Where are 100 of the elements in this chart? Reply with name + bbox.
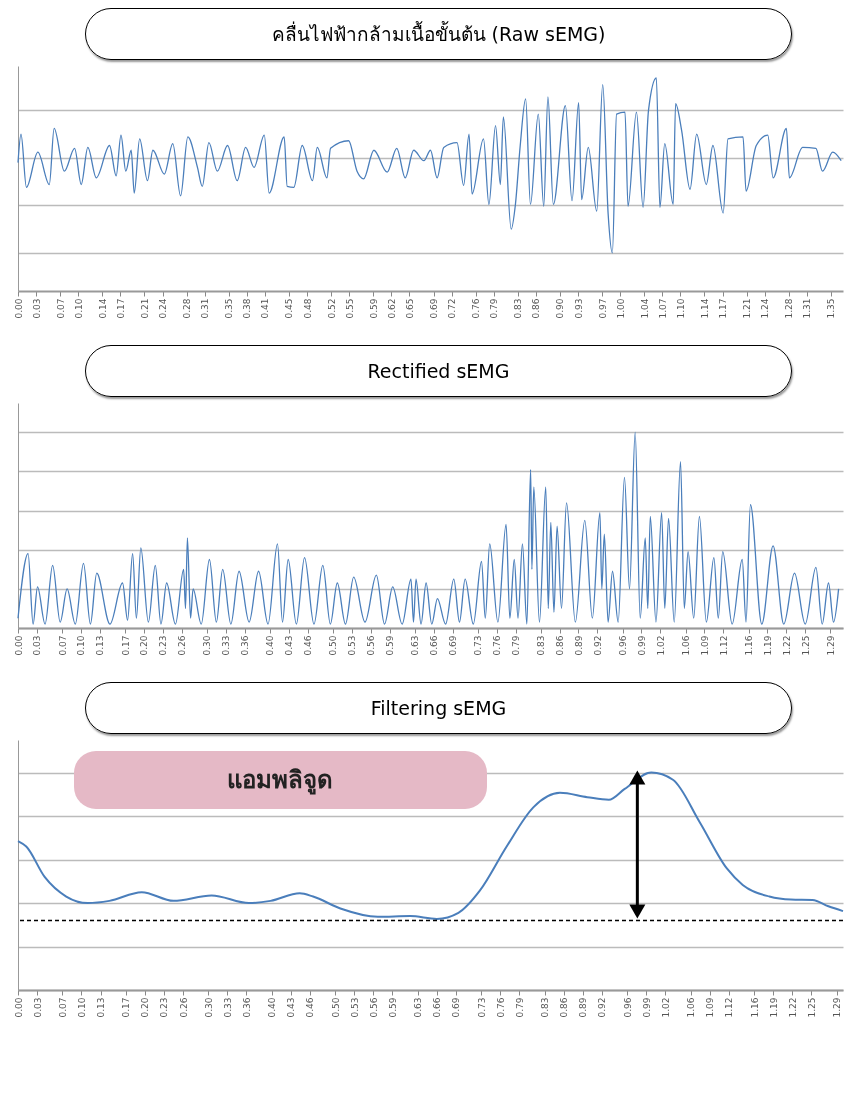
x-tick-label: 0.10 [76, 635, 87, 656]
x-tick-label: 0.69 [429, 298, 440, 319]
x-tick-label: 0.33 [222, 997, 233, 1018]
x-tick-label: 1.10 [675, 298, 686, 319]
x-tick-label: 0.66 [432, 997, 443, 1018]
x-tick-label: 1.02 [655, 635, 666, 656]
x-tick-label: 0.23 [159, 997, 170, 1018]
x-tick-label: 1.12 [724, 997, 735, 1018]
x-tick-label: 0.76 [495, 997, 506, 1018]
x-tick-label: 0.40 [265, 635, 276, 656]
x-tick-label: 0.07 [57, 635, 68, 656]
x-tick-label: 0.97 [597, 298, 608, 319]
x-tick-label: 1.24 [760, 298, 771, 319]
x-tick-label: 0.35 [224, 298, 235, 319]
x-tick-label: 0.17 [120, 635, 131, 656]
x-tick-label: 0.36 [240, 635, 251, 656]
x-tick-label: 0.52 [326, 298, 337, 319]
chart-title: คลื่นไฟฟ้ากล้ามเนื้อขั้นต้น (Raw sEMG) [85, 8, 792, 60]
x-tick-label: 0.10 [76, 997, 87, 1018]
x-tick-label: 1.12 [718, 635, 729, 656]
x-tick-label: 0.43 [284, 635, 295, 656]
x-tick-label: 0.07 [57, 997, 68, 1018]
x-tick-label: 1.06 [686, 997, 697, 1018]
x-tick-label: 0.59 [385, 635, 396, 656]
x-tick-label: 0.41 [260, 298, 271, 319]
x-tick-label: 0.46 [305, 997, 316, 1018]
x-tick-label: 0.13 [95, 635, 106, 656]
x-tick-label: 0.96 [618, 635, 629, 656]
x-tick-label: 0.28 [182, 298, 193, 319]
x-tick-label: 0.20 [139, 635, 150, 656]
x-tick-label: 0.86 [531, 298, 542, 319]
x-tick-label: 0.62 [386, 298, 397, 319]
x-tick-label: 0.65 [404, 298, 415, 319]
x-tick-label: 0.89 [578, 997, 589, 1018]
x-tick-label: 0.45 [284, 298, 295, 319]
x-tick-label: 0.10 [73, 298, 84, 319]
x-tick-label: 0.83 [536, 635, 547, 656]
x-tick-label: 0.90 [555, 298, 566, 319]
x-tick-label: 0.00 [13, 298, 24, 319]
x-tick-label: 1.19 [768, 997, 779, 1018]
x-tick-label: 0.31 [200, 298, 211, 319]
x-tick-label: 0.53 [349, 997, 360, 1018]
x-tick-label: 1.31 [802, 298, 813, 319]
x-tick-label: 0.26 [178, 997, 189, 1018]
chart-title: Filtering sEMG [85, 682, 792, 734]
x-tick-label: 0.73 [473, 635, 484, 656]
x-tick-label: 0.86 [559, 997, 570, 1018]
x-tick-label: 0.96 [622, 997, 633, 1018]
x-tick-label: 1.29 [832, 997, 843, 1018]
x-tick-label: 0.20 [140, 997, 151, 1018]
x-tick-label: 1.22 [787, 997, 798, 1018]
x-tick-label: 0.89 [574, 635, 584, 656]
x-tick-label: 0.79 [511, 635, 522, 656]
x-tick-label: 0.69 [448, 635, 459, 656]
x-tick-label: 0.03 [32, 635, 43, 656]
x-tick-label: 1.25 [806, 997, 817, 1018]
x-tick-label: 1.04 [639, 298, 650, 319]
x-tick-label: 0.43 [286, 997, 297, 1018]
x-tick-label: 1.16 [749, 997, 760, 1018]
x-tick-label: 0.40 [267, 997, 278, 1018]
x-tick-label: 0.99 [636, 635, 647, 656]
x-tick-label: 0.56 [366, 635, 377, 656]
x-tick-label: 1.14 [700, 298, 710, 319]
x-tick-label: 1.02 [660, 997, 671, 1018]
x-tick-label: 1.25 [800, 635, 811, 656]
x-tick-label: 0.21 [139, 298, 150, 319]
x-tick-label: 0.03 [32, 997, 43, 1018]
x-tick-label: 0.83 [540, 997, 551, 1018]
x-tick-label: 0.79 [489, 298, 500, 319]
x-tick-label: 0.17 [115, 298, 126, 319]
x-tick-label: 0.56 [368, 997, 379, 1018]
x-tick-label: 0.69 [451, 997, 462, 1018]
x-tick-label: 0.38 [242, 298, 253, 319]
x-tick-label: 1.09 [705, 997, 716, 1018]
x-tick-label: 0.53 [347, 635, 358, 656]
x-tick-label: 0.30 [203, 997, 214, 1018]
x-tick-label: 1.16 [744, 635, 755, 656]
x-tick-label: 1.29 [825, 635, 836, 656]
chart-title: Rectified sEMG [85, 345, 792, 397]
x-tick-label: 1.09 [699, 635, 710, 656]
x-tick-label: 1.06 [681, 635, 692, 656]
x-tick-label: 0.83 [513, 298, 524, 319]
x-tick-label: 0.63 [413, 997, 424, 1018]
x-tick-label: 0.00 [13, 635, 24, 656]
x-tick-label: 1.28 [784, 298, 795, 319]
x-tick-label: 0.17 [121, 997, 132, 1018]
x-tick-label: 0.23 [158, 635, 169, 656]
x-tick-label: 0.92 [592, 635, 603, 656]
x-tick-label: 1.19 [762, 635, 773, 656]
x-tick-label: 0.50 [328, 635, 339, 656]
x-tick-label: 0.59 [387, 997, 398, 1018]
x-tick-label: 0.00 [13, 997, 24, 1018]
x-tick-label: 0.36 [241, 997, 252, 1018]
x-tick-label: 0.33 [221, 635, 232, 656]
x-tick-label: 0.73 [476, 997, 487, 1018]
x-tick-label: 0.93 [573, 298, 584, 319]
x-tick-label: 0.79 [514, 997, 525, 1018]
x-tick-label: 1.22 [781, 635, 792, 656]
x-tick-label: 0.59 [368, 298, 379, 319]
x-tick-label: 1.35 [826, 298, 837, 319]
